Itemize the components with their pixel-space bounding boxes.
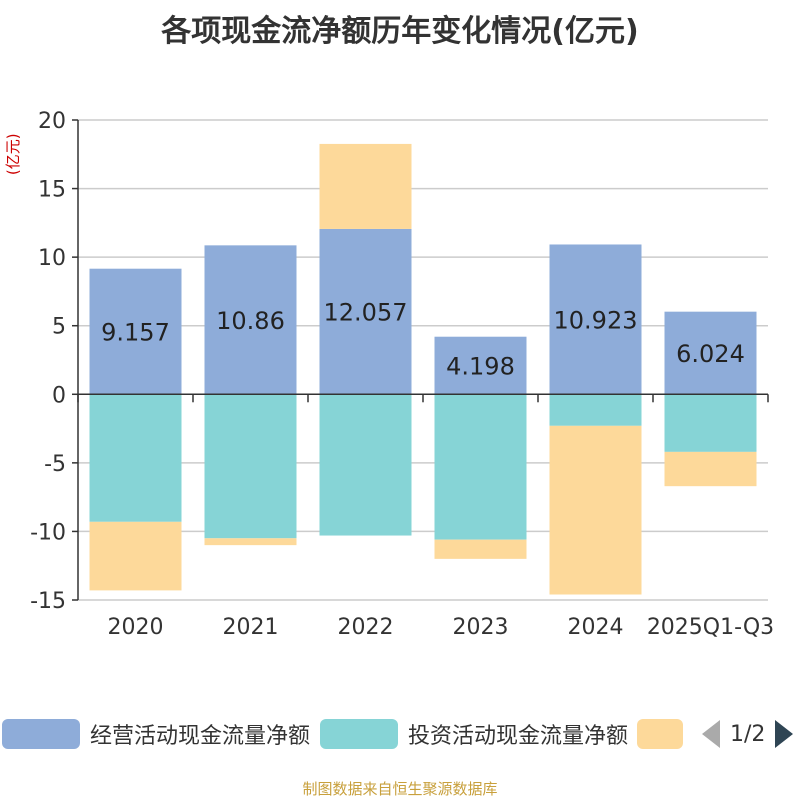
bar-investing [89, 394, 182, 522]
legend-label-investing: 投资活动现金流量净额 [408, 724, 629, 749]
bar-financing [89, 521, 182, 591]
bar-operating [204, 245, 297, 395]
legend-swatch-financing [637, 719, 683, 749]
legend-item-investing[interactable]: 投资活动现金流量净额 [320, 712, 628, 756]
bar-data-label: 4.198 [446, 352, 515, 380]
bar-financing [434, 539, 527, 559]
bar-financing [664, 451, 757, 487]
source-note: 制图数据来自恒生聚源数据库 [302, 780, 498, 798]
bar-investing [204, 394, 297, 539]
bar-financing [204, 538, 297, 546]
legend-swatch-operating [2, 719, 80, 749]
bar-operating [89, 268, 182, 395]
y-tick-label: 5 [52, 315, 66, 340]
legend-item-operating[interactable]: 经营活动现金流量净额 [2, 712, 310, 756]
y-tick-label: -5 [44, 452, 66, 477]
bar-data-label: 9.157 [101, 318, 170, 346]
y-tick-label: 15 [38, 178, 66, 203]
y-tick-label: 10 [38, 246, 66, 271]
x-tick-label: 2021 [223, 615, 279, 640]
y-tick-label: 0 [52, 383, 66, 408]
x-tick-label: 2024 [568, 615, 624, 640]
bar-data-label: 10.86 [216, 307, 285, 335]
bar-investing [434, 394, 527, 540]
legend-label-operating: 经营活动现金流量净额 [90, 724, 311, 749]
y-tick-label: -10 [30, 520, 66, 545]
bar-data-label: 12.057 [324, 299, 408, 327]
bar-financing [319, 143, 412, 229]
x-tick-label: 2025Q1-Q3 [647, 615, 774, 640]
legend-next-icon[interactable] [775, 720, 794, 748]
legend-item-financing[interactable] [637, 712, 693, 756]
bar-data-label: 6.024 [676, 340, 745, 368]
bar-operating [434, 336, 527, 395]
legend-prev-icon[interactable] [702, 720, 720, 748]
y-axis-unit-label: (亿元) [4, 133, 22, 175]
legend: 经营活动现金流量净额 投资活动现金流量净额 1/2 [0, 712, 800, 756]
chart-title: 各项现金流净额历年变化情况(亿元) [161, 14, 639, 49]
bar-operating [664, 311, 757, 395]
x-tick-label: 2022 [338, 615, 394, 640]
legend-page-indicator: 1/2 [730, 721, 766, 747]
bar-investing [549, 394, 642, 426]
bar-investing [664, 394, 757, 452]
bar-operating [319, 228, 412, 395]
y-tick-label: -15 [30, 589, 66, 614]
y-tick-label: 20 [38, 109, 66, 134]
bar-financing [549, 425, 642, 595]
chart-area: -15 -10 -5 0 5 10 15 20 (亿元) 9.157 10.86 12.057 4.19… [4, 109, 774, 640]
legend-pager: 1/2 [702, 712, 794, 756]
bar-investing [319, 394, 412, 536]
x-tick-label: 2023 [453, 615, 509, 640]
x-tick-label: 2020 [108, 615, 164, 640]
bar-data-label: 10.923 [554, 306, 638, 334]
legend-swatch-investing [320, 719, 398, 749]
bar-operating [549, 244, 642, 395]
